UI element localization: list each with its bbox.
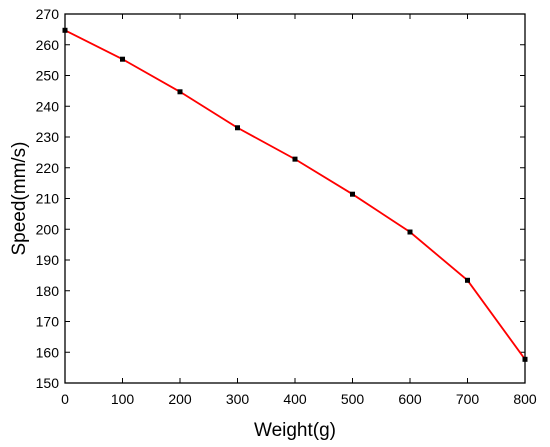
y-axis-title: Speed(mm/s) bbox=[9, 141, 30, 255]
y-tick-label: 150 bbox=[36, 375, 60, 391]
x-tick-label: 0 bbox=[61, 391, 69, 407]
y-tick-label: 210 bbox=[36, 191, 60, 207]
y-tick-label: 160 bbox=[36, 344, 60, 360]
plot-frame bbox=[64, 13, 526, 384]
data-point bbox=[62, 27, 68, 33]
data-point bbox=[177, 89, 183, 95]
data-point bbox=[292, 156, 298, 162]
y-tick-label: 260 bbox=[36, 37, 60, 53]
x-tick-label: 500 bbox=[341, 391, 365, 407]
x-axis-title: Weight(g) bbox=[254, 420, 336, 441]
data-point bbox=[522, 356, 528, 362]
y-tick-label: 200 bbox=[36, 221, 60, 237]
y-tick-label: 250 bbox=[36, 68, 60, 84]
y-tick-label: 220 bbox=[36, 160, 60, 176]
x-tick-label: 600 bbox=[398, 391, 422, 407]
x-tick-label: 800 bbox=[513, 391, 537, 407]
y-tick-label: 230 bbox=[36, 129, 60, 145]
x-tick-label: 100 bbox=[111, 391, 135, 407]
series-line bbox=[64, 29, 526, 360]
y-tick-label: 190 bbox=[36, 252, 60, 268]
y-tick-label: 170 bbox=[36, 314, 60, 330]
y-tick-label: 180 bbox=[36, 283, 60, 299]
y-tick-label: 270 bbox=[36, 6, 60, 22]
data-point bbox=[120, 56, 125, 62]
data-point bbox=[465, 277, 470, 283]
x-tick-label: 300 bbox=[226, 391, 250, 407]
data-point bbox=[350, 191, 355, 197]
x-tick-label: 700 bbox=[456, 391, 480, 407]
data-point bbox=[235, 125, 240, 131]
x-tick-label: 400 bbox=[283, 391, 307, 407]
y-tick-label: 240 bbox=[36, 98, 60, 114]
data-point bbox=[407, 229, 413, 235]
x-tick-label: 200 bbox=[168, 391, 192, 407]
